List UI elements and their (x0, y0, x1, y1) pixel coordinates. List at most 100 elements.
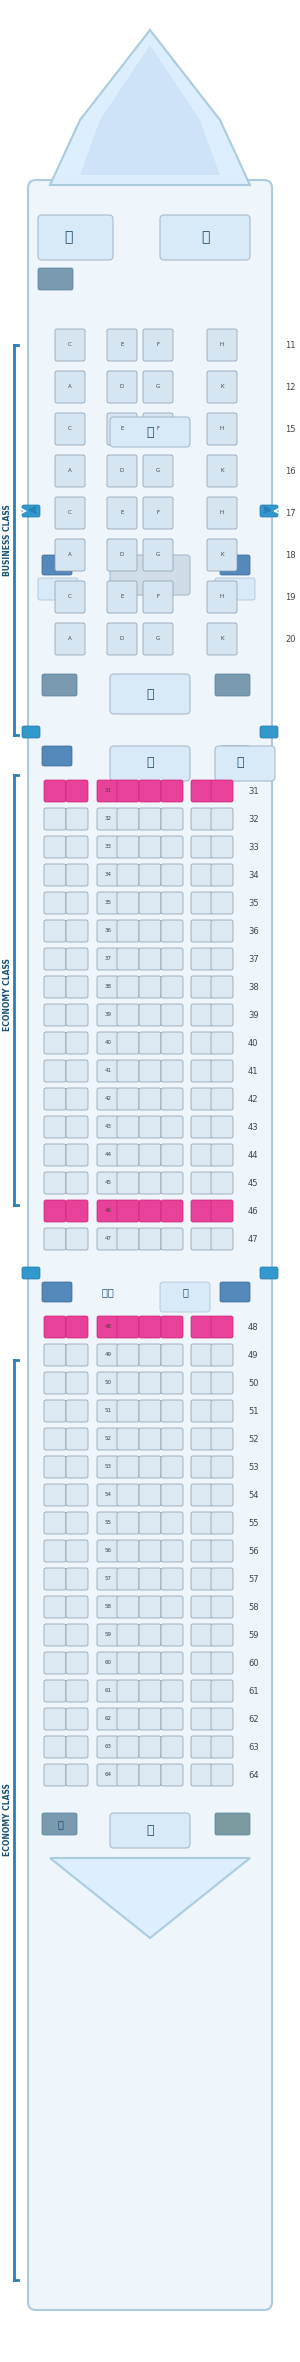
FancyBboxPatch shape (117, 947, 139, 971)
Text: 61: 61 (104, 1689, 112, 1694)
FancyBboxPatch shape (161, 1708, 183, 1729)
Text: 60: 60 (248, 1658, 259, 1668)
Text: D: D (120, 635, 124, 642)
FancyBboxPatch shape (161, 1200, 183, 1221)
FancyBboxPatch shape (97, 976, 119, 999)
Text: 🧑‍🦽: 🧑‍🦽 (102, 1287, 114, 1297)
Text: E: E (120, 342, 124, 347)
Text: F: F (156, 428, 160, 432)
FancyBboxPatch shape (66, 1372, 88, 1394)
FancyBboxPatch shape (66, 1004, 88, 1025)
Text: D: D (120, 385, 124, 390)
FancyBboxPatch shape (211, 1540, 233, 1561)
FancyBboxPatch shape (44, 1597, 66, 1618)
FancyBboxPatch shape (66, 1540, 88, 1561)
Text: F: F (156, 595, 160, 600)
FancyBboxPatch shape (44, 1455, 66, 1479)
Text: H: H (220, 595, 224, 600)
FancyBboxPatch shape (191, 1200, 213, 1221)
FancyBboxPatch shape (66, 836, 88, 857)
FancyBboxPatch shape (191, 1372, 213, 1394)
FancyBboxPatch shape (211, 1597, 233, 1618)
Text: 39: 39 (104, 1013, 112, 1018)
FancyBboxPatch shape (161, 864, 183, 886)
FancyBboxPatch shape (143, 328, 173, 361)
FancyBboxPatch shape (161, 1228, 183, 1249)
FancyBboxPatch shape (66, 808, 88, 829)
FancyBboxPatch shape (117, 1089, 139, 1110)
FancyBboxPatch shape (97, 1172, 119, 1195)
FancyBboxPatch shape (191, 1061, 213, 1082)
Text: 37: 37 (248, 954, 259, 964)
Text: 59: 59 (104, 1632, 112, 1637)
FancyBboxPatch shape (117, 1540, 139, 1561)
FancyBboxPatch shape (97, 1455, 119, 1479)
Text: 40: 40 (248, 1039, 259, 1046)
Text: K: K (220, 635, 224, 642)
Text: A: A (68, 385, 72, 390)
FancyBboxPatch shape (161, 1736, 183, 1757)
FancyBboxPatch shape (97, 1004, 119, 1025)
FancyBboxPatch shape (97, 1401, 119, 1422)
Text: 41: 41 (104, 1068, 112, 1072)
FancyBboxPatch shape (66, 1651, 88, 1675)
FancyBboxPatch shape (211, 808, 233, 829)
Text: G: G (156, 635, 160, 642)
FancyBboxPatch shape (66, 1512, 88, 1533)
FancyBboxPatch shape (97, 1429, 119, 1450)
FancyBboxPatch shape (97, 1200, 119, 1221)
Text: 17: 17 (285, 508, 296, 517)
FancyBboxPatch shape (211, 1200, 233, 1221)
FancyBboxPatch shape (191, 779, 213, 803)
FancyBboxPatch shape (139, 1512, 161, 1533)
Text: A: A (68, 553, 72, 557)
FancyBboxPatch shape (211, 921, 233, 942)
Text: K: K (220, 468, 224, 472)
FancyBboxPatch shape (117, 779, 139, 803)
Text: F: F (156, 342, 160, 347)
Text: 54: 54 (248, 1490, 259, 1500)
FancyBboxPatch shape (44, 808, 66, 829)
FancyBboxPatch shape (55, 328, 85, 361)
FancyBboxPatch shape (44, 864, 66, 886)
FancyBboxPatch shape (139, 1228, 161, 1249)
Text: 🥤: 🥤 (146, 1823, 154, 1838)
Text: 43: 43 (104, 1124, 112, 1129)
FancyBboxPatch shape (44, 1004, 66, 1025)
FancyBboxPatch shape (207, 413, 237, 444)
FancyBboxPatch shape (139, 779, 161, 803)
FancyBboxPatch shape (97, 808, 119, 829)
FancyBboxPatch shape (191, 836, 213, 857)
Text: 50: 50 (104, 1379, 112, 1386)
FancyBboxPatch shape (260, 1266, 278, 1278)
FancyBboxPatch shape (97, 1764, 119, 1786)
FancyBboxPatch shape (44, 1651, 66, 1675)
FancyBboxPatch shape (139, 1597, 161, 1618)
FancyBboxPatch shape (161, 976, 183, 999)
FancyBboxPatch shape (44, 1429, 66, 1450)
FancyBboxPatch shape (191, 1483, 213, 1507)
FancyBboxPatch shape (211, 1401, 233, 1422)
Polygon shape (50, 1859, 250, 1937)
FancyBboxPatch shape (160, 1283, 210, 1311)
FancyBboxPatch shape (97, 921, 119, 942)
Text: 18: 18 (285, 550, 296, 560)
FancyBboxPatch shape (66, 1483, 88, 1507)
FancyBboxPatch shape (44, 1061, 66, 1082)
Text: 👥: 👥 (182, 1287, 188, 1297)
FancyBboxPatch shape (110, 555, 190, 595)
FancyBboxPatch shape (191, 808, 213, 829)
FancyBboxPatch shape (117, 893, 139, 914)
FancyBboxPatch shape (22, 505, 40, 517)
FancyBboxPatch shape (161, 893, 183, 914)
Text: 44: 44 (248, 1150, 259, 1160)
FancyBboxPatch shape (44, 779, 66, 803)
FancyBboxPatch shape (143, 456, 173, 487)
FancyBboxPatch shape (161, 1512, 183, 1533)
Text: 11: 11 (285, 340, 296, 350)
FancyBboxPatch shape (44, 921, 66, 942)
FancyBboxPatch shape (66, 1764, 88, 1786)
FancyBboxPatch shape (161, 947, 183, 971)
FancyBboxPatch shape (110, 673, 190, 713)
Text: 63: 63 (104, 1746, 112, 1750)
